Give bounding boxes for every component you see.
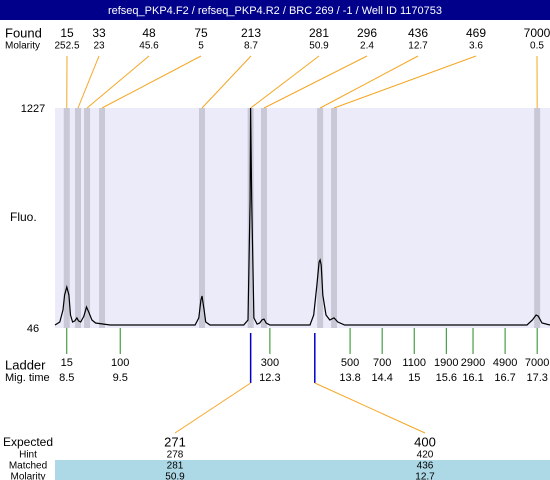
- found-connector: [101, 55, 202, 109]
- found-size: 15: [60, 26, 74, 40]
- peak-band: [63, 108, 70, 328]
- peak-band: [99, 108, 106, 328]
- matched-highlight: [55, 460, 550, 480]
- title: refseq_PKP4.F2 / refseq_PKP4.R2 / BRC 26…: [108, 5, 442, 17]
- found-size: 33: [92, 26, 106, 40]
- ladder-size: 300: [261, 357, 279, 369]
- found-connector: [250, 55, 320, 109]
- found-molarity: 23: [93, 41, 105, 52]
- found-label: Found: [5, 25, 42, 40]
- ladder-time: 9.5: [113, 372, 128, 384]
- mig-time-label: Mig. time: [5, 372, 50, 384]
- found-size: 48: [142, 26, 156, 40]
- peak-band: [317, 108, 324, 328]
- found-size: 281: [309, 26, 329, 40]
- found-connector: [333, 55, 477, 109]
- expected-expected: 271: [164, 434, 186, 449]
- peak-band: [331, 108, 338, 328]
- found-size: 75: [194, 26, 208, 40]
- row-label: Expected: [3, 435, 53, 449]
- ladder-size: 15: [61, 357, 73, 369]
- expected-matched: 281: [167, 461, 184, 472]
- molarity-label: Molarity: [5, 41, 40, 52]
- plot-area: [55, 108, 550, 328]
- peak-band: [247, 108, 254, 328]
- found-molarity: 3.6: [469, 41, 483, 52]
- found-size: 7000: [524, 26, 550, 40]
- found-connector: [77, 55, 100, 109]
- found-molarity: 5: [198, 41, 204, 52]
- found-size: 469: [466, 26, 486, 40]
- found-size: 213: [241, 26, 261, 40]
- found-molarity: 252.5: [54, 41, 79, 52]
- ladder-time: 14.4: [371, 372, 392, 384]
- peak-band: [84, 108, 91, 328]
- peak-band: [534, 108, 541, 328]
- found-connector: [263, 55, 368, 109]
- peak-band: [199, 108, 206, 328]
- peak-band: [74, 108, 81, 328]
- found-molarity: 12.7: [408, 41, 428, 52]
- ladder-time: 12.3: [259, 372, 280, 384]
- ladder-size: 4900: [493, 357, 517, 369]
- expected-molarity: 12.7: [415, 472, 435, 480]
- ladder-time: 16.7: [494, 372, 515, 384]
- ladder-size: 700: [373, 357, 391, 369]
- ladder-size: 7000: [525, 357, 549, 369]
- expected-hint: 278: [167, 450, 184, 461]
- expected-connector: [314, 382, 426, 434]
- ladder-time: 16.1: [462, 372, 483, 384]
- row-label: Hint: [19, 450, 37, 461]
- y-axis-label: Fluo.: [10, 210, 37, 224]
- found-molarity: 0.5: [530, 41, 544, 52]
- expected-expected: 400: [414, 434, 436, 449]
- found-connector: [319, 55, 419, 109]
- expected-connector: [174, 382, 251, 434]
- ladder-time: 13.8: [339, 372, 360, 384]
- ladder-size: 500: [341, 357, 359, 369]
- found-molarity: 2.4: [360, 41, 374, 52]
- found-connector: [201, 55, 252, 109]
- ladder-time: 8.5: [59, 372, 74, 384]
- ladder-size: 2900: [461, 357, 485, 369]
- row-label: Molarity: [10, 472, 45, 480]
- expected-molarity: 50.9: [165, 472, 185, 480]
- ladder-size: 1900: [434, 357, 458, 369]
- found-molarity: 50.9: [309, 41, 329, 52]
- y-tick-label: 1227: [21, 103, 45, 115]
- trace: [54, 107, 550, 326]
- ladder-time: 17.3: [526, 372, 547, 384]
- row-label: Matched: [9, 461, 47, 472]
- ladder-size: 1100: [402, 357, 426, 369]
- found-molarity: 45.6: [139, 41, 159, 52]
- ladder-label: Ladder: [5, 357, 46, 372]
- found-molarity: 8.7: [244, 41, 258, 52]
- ladder-time: 15: [408, 372, 420, 384]
- found-connector: [86, 55, 150, 109]
- expected-matched: 436: [417, 461, 434, 472]
- found-size: 296: [357, 26, 377, 40]
- ladder-size: 100: [111, 357, 129, 369]
- peak-band: [261, 108, 268, 328]
- expected-hint: 420: [417, 450, 434, 461]
- ladder-time: 15.6: [436, 372, 457, 384]
- found-size: 436: [408, 26, 428, 40]
- title-bar: [0, 0, 550, 20]
- y-tick-label: 46: [27, 323, 39, 335]
